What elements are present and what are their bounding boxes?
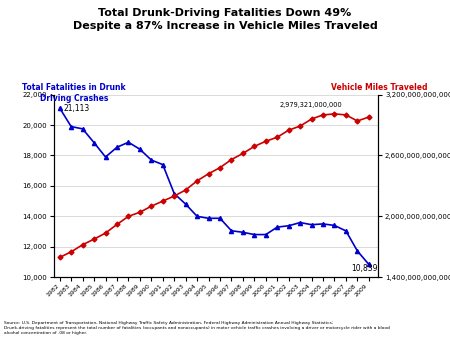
Text: Total Drunk-Driving Fatalities Down 49%
Despite a 87% Increase in Vehicle Miles : Total Drunk-Driving Fatalities Down 49% … bbox=[72, 8, 378, 31]
Text: Total Fatalities in Drunk
Driving Crashes: Total Fatalities in Drunk Driving Crashe… bbox=[22, 83, 126, 103]
Text: 2,979,321,000,000: 2,979,321,000,000 bbox=[279, 102, 342, 108]
Text: Source: U.S. Department of Transportation, National Highway Traffic Safety Admin: Source: U.S. Department of Transportatio… bbox=[4, 321, 391, 335]
Text: 1,595,000,000,000: 1,595,000,000,000 bbox=[0, 337, 1, 338]
Text: Vehicle Miles Traveled: Vehicle Miles Traveled bbox=[331, 83, 428, 92]
Text: 10,839: 10,839 bbox=[351, 264, 378, 273]
Text: 21,113: 21,113 bbox=[63, 104, 90, 113]
